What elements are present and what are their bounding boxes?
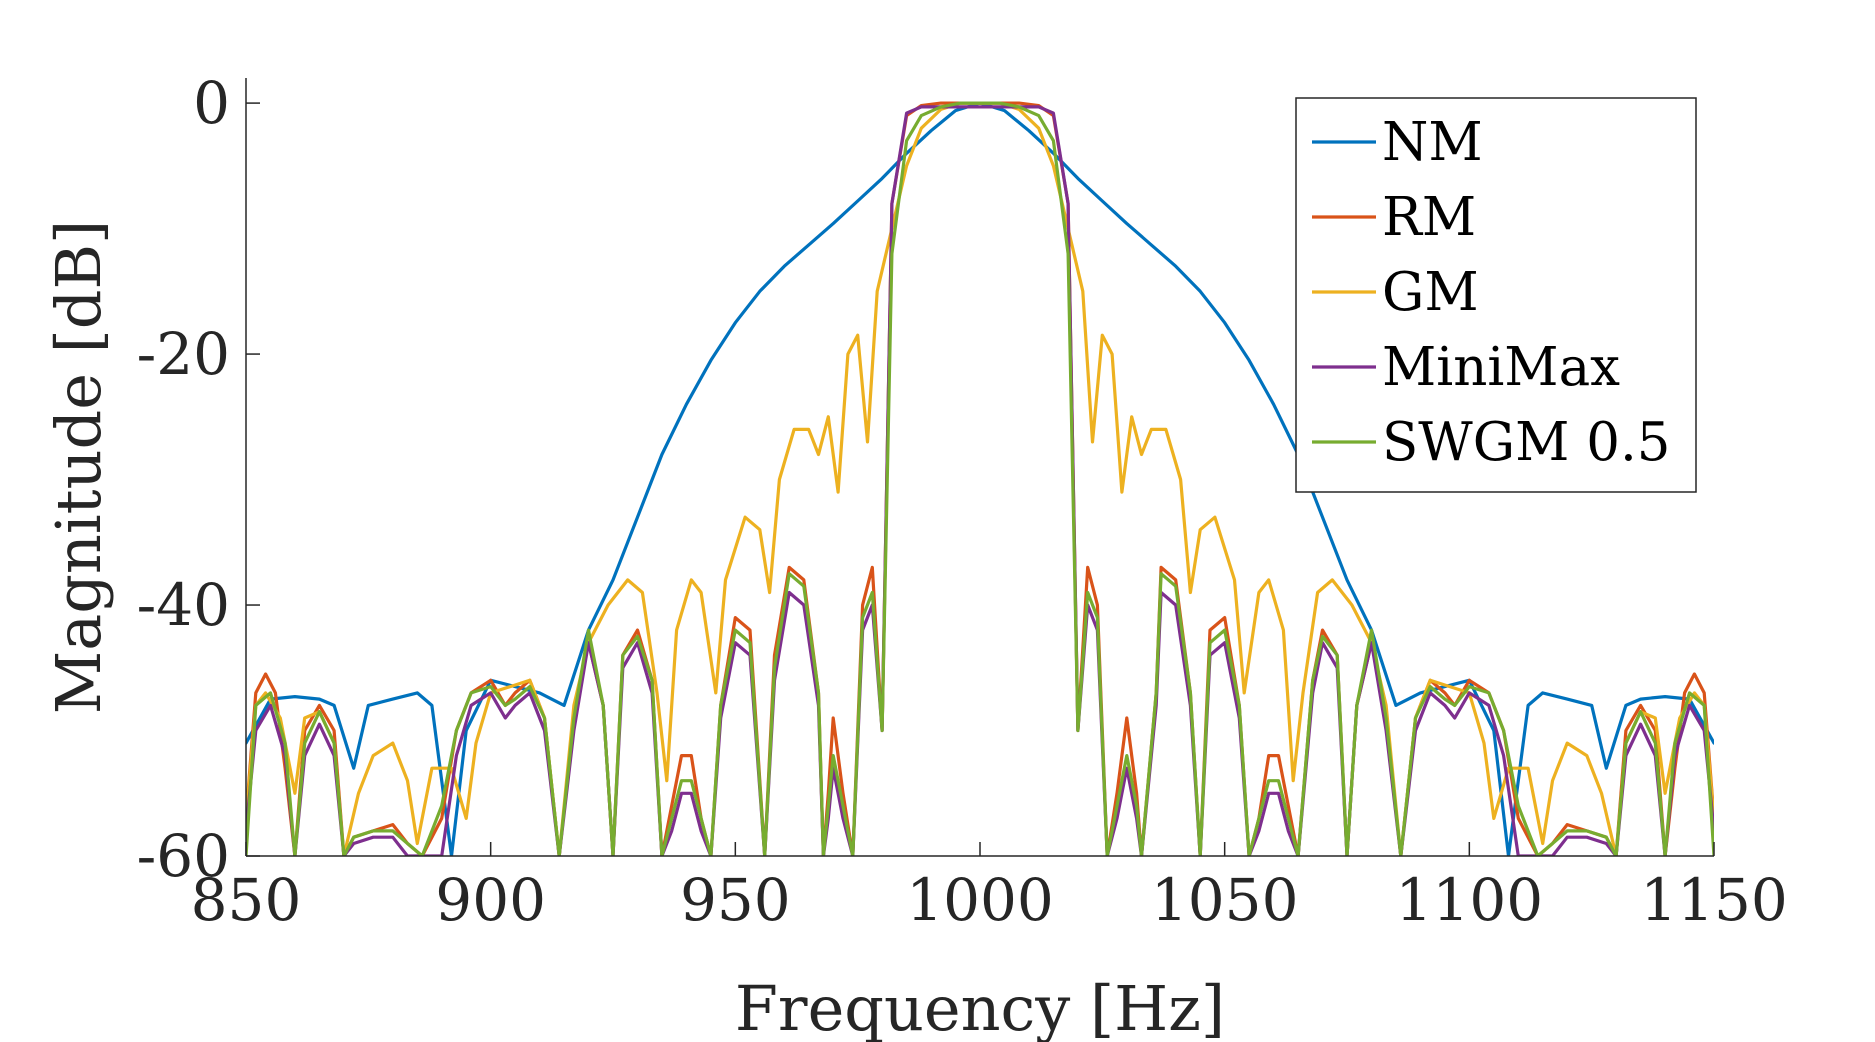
legend-label: NM xyxy=(1382,112,1483,173)
series-line-minimax xyxy=(246,105,1714,856)
x-tick-label: 950 xyxy=(680,866,791,934)
y-ticks: -60 -40 -20 0 xyxy=(137,69,260,890)
legend-label: MiniMax xyxy=(1382,337,1620,398)
legend-label: SWGM 0.5 xyxy=(1382,412,1671,473)
series-line-swgm-0-5 xyxy=(246,101,1714,856)
x-ticks: 850 900 950 1000 1050 1100 1150 xyxy=(191,842,1788,934)
x-tick-label: 1150 xyxy=(1640,866,1788,934)
series-lines xyxy=(246,101,1714,856)
legend-box xyxy=(1295,97,1697,493)
x-axis-title: Frequency [Hz] xyxy=(735,972,1225,1042)
legend-label: RM xyxy=(1382,187,1476,248)
x-tick-label: 1100 xyxy=(1396,866,1544,934)
y-tick-label: 0 xyxy=(193,69,230,137)
legend-label: GM xyxy=(1382,262,1479,323)
y-axis-title: Magnitude [dB] xyxy=(42,220,115,714)
x-tick-label: 900 xyxy=(435,866,546,934)
legend-entries: NM RM GM MiniMax SWGM 0.5 xyxy=(1312,112,1671,473)
y-tick-label: -20 xyxy=(137,320,230,388)
x-tick-label: 1000 xyxy=(906,866,1054,934)
x-tick-label: 850 xyxy=(191,866,302,934)
x-tick-label: 1050 xyxy=(1151,866,1299,934)
legend: NM RM GM MiniMax SWGM 0.5 xyxy=(1295,97,1697,493)
y-tick-label: -60 xyxy=(137,822,230,890)
y-tick-label: -40 xyxy=(137,571,230,639)
